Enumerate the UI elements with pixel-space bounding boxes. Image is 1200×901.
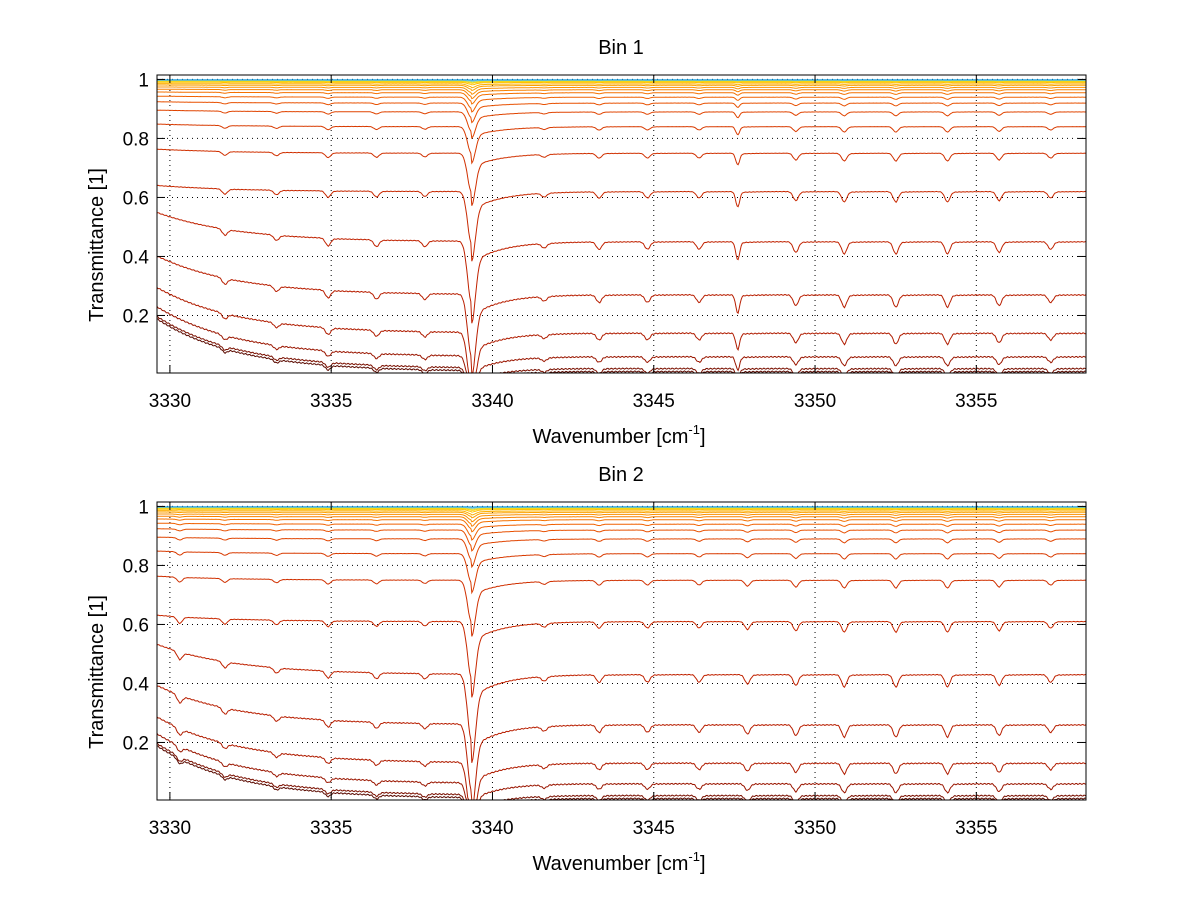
spectrum-line bbox=[157, 518, 1086, 533]
x-tick-label: 3330 bbox=[149, 818, 191, 839]
x-axis-label: Wavenumber [cm-1] bbox=[532, 422, 705, 448]
spectrum-line bbox=[157, 506, 1086, 509]
y-tick-label: 0.6 bbox=[123, 188, 149, 209]
x-tick-label: 3355 bbox=[955, 818, 997, 839]
spectrum-line bbox=[157, 79, 1086, 82]
spectrum-line bbox=[156, 742, 1087, 801]
spectrum-line bbox=[157, 91, 1086, 105]
tick-marks bbox=[157, 502, 1086, 800]
spectrum-line bbox=[157, 80, 1086, 84]
spectrum-line bbox=[157, 88, 1087, 100]
spectrum-line bbox=[156, 745, 1087, 801]
x-tick-label: 3340 bbox=[471, 818, 513, 839]
x-tick-label: 3350 bbox=[794, 818, 836, 839]
y-tick-label: 0.8 bbox=[123, 556, 149, 577]
spectrum-line bbox=[156, 614, 1087, 698]
spectrum-line bbox=[156, 184, 1087, 262]
spectrum-line bbox=[156, 109, 1087, 140]
panel-bin-1: Bin 1 3330 3335 3340 3345 3350 3355 0.2 0.4 0.6… bbox=[86, 37, 1087, 448]
y-tick-label: 1 bbox=[138, 70, 149, 91]
plot-area-frame bbox=[156, 74, 1087, 374]
spectrum-line bbox=[156, 733, 1087, 801]
spectrum-line bbox=[157, 522, 1087, 541]
x-tick-label: 3330 bbox=[149, 391, 191, 412]
y-tick-label: 0.4 bbox=[123, 247, 150, 268]
spectrum-line bbox=[156, 685, 1087, 801]
y-tick-label: 0.2 bbox=[123, 733, 149, 754]
y-axis-label: Transmittance [1] bbox=[86, 168, 108, 322]
panel-title: Bin 1 bbox=[598, 37, 644, 59]
x-axis-label-main: Wavenumber [cm bbox=[532, 853, 688, 875]
y-axis-label: Transmittance [1] bbox=[86, 595, 108, 749]
spectrum-line bbox=[157, 507, 1086, 510]
spectrum-line bbox=[156, 287, 1087, 374]
spectrum-line bbox=[156, 644, 1087, 763]
spectrum-line bbox=[156, 212, 1087, 324]
spectrum-line bbox=[157, 515, 1087, 527]
x-axis-label: Wavenumber [cm-1] bbox=[532, 849, 705, 875]
y-tick-label: 0.4 bbox=[123, 674, 150, 695]
spectrum-line bbox=[157, 81, 1086, 86]
panel-title: Bin 2 bbox=[598, 464, 644, 486]
spectrum-line bbox=[157, 528, 1087, 552]
spectrum-line bbox=[156, 575, 1087, 637]
spectrum-line bbox=[157, 95, 1087, 113]
spectrum-line bbox=[156, 513, 1086, 523]
x-tick-label: 3340 bbox=[471, 391, 513, 412]
spectrum-line bbox=[157, 101, 1087, 124]
spectrum-line bbox=[156, 536, 1087, 569]
x-axis-label-main: Wavenumber [cm bbox=[532, 426, 688, 448]
x-axis-label-superscript: -1 bbox=[688, 422, 700, 437]
y-tick-label: 0.8 bbox=[123, 129, 149, 150]
y-tick-label: 1 bbox=[138, 497, 149, 518]
spectrum-line bbox=[157, 80, 1086, 83]
y-tick-label: 0.2 bbox=[123, 306, 149, 327]
x-tick-label: 3345 bbox=[633, 818, 675, 839]
x-tick-label: 3355 bbox=[955, 391, 997, 412]
panel-bin-2: Bin 2 3330 3335 3340 3345 3350 3355 0.2 0.4 0.6… bbox=[86, 464, 1087, 875]
spectrum-line bbox=[156, 315, 1087, 374]
spectrum-line bbox=[157, 510, 1086, 516]
spectrum-line bbox=[156, 306, 1087, 374]
spectrum-line bbox=[156, 255, 1087, 374]
spectrum-line bbox=[157, 508, 1086, 513]
x-tick-label: 3350 bbox=[794, 391, 836, 412]
spectrum-line bbox=[156, 716, 1087, 801]
x-tick-label: 3345 bbox=[633, 391, 675, 412]
spectrum-line bbox=[157, 511, 1086, 519]
series-lines bbox=[156, 506, 1087, 801]
y-tick-labels: 0.2 0.4 0.6 0.8 1 bbox=[123, 70, 150, 327]
spectrum-line bbox=[156, 148, 1087, 206]
y-tick-label: 0.6 bbox=[123, 615, 149, 636]
spectrum-line bbox=[156, 123, 1087, 165]
spectrum-line bbox=[156, 86, 1086, 95]
x-tick-labels: 3330 3335 3340 3345 3350 3355 bbox=[149, 818, 998, 839]
x-axis-label-end: ] bbox=[700, 853, 706, 875]
series-lines bbox=[156, 79, 1087, 374]
x-axis-label-end: ] bbox=[700, 426, 706, 448]
x-tick-labels: 3330 3335 3340 3345 3350 3355 bbox=[149, 391, 998, 412]
tick-marks bbox=[157, 75, 1086, 373]
x-tick-label: 3335 bbox=[310, 818, 352, 839]
spectrum-line bbox=[156, 550, 1087, 595]
y-tick-labels: 0.2 0.4 0.6 0.8 1 bbox=[123, 497, 150, 754]
spectrum-line bbox=[157, 83, 1086, 89]
x-axis-label-superscript: -1 bbox=[688, 849, 700, 864]
plot-area-frame bbox=[156, 501, 1087, 801]
x-tick-label: 3335 bbox=[310, 391, 352, 412]
spectrum-line bbox=[157, 84, 1086, 91]
spectrum-line bbox=[156, 318, 1087, 374]
spectrum-line bbox=[157, 507, 1086, 511]
